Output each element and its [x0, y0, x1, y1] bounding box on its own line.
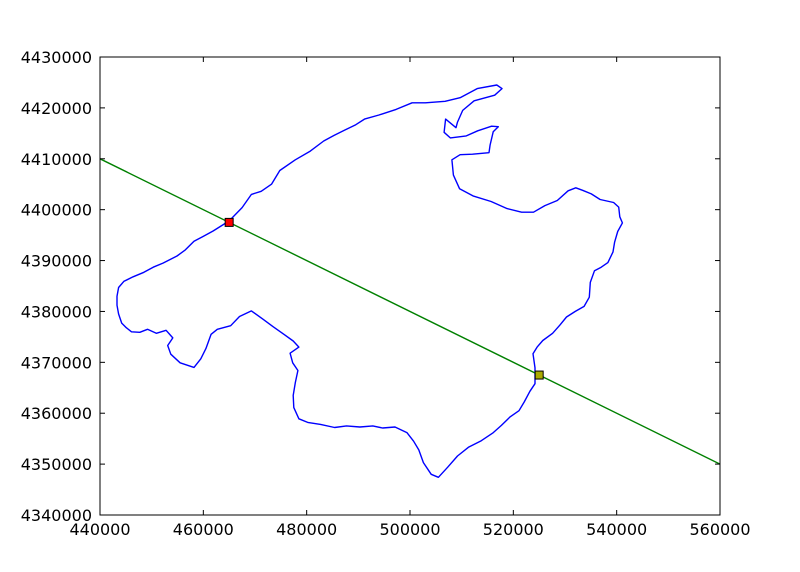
x-tick-label: 440000	[69, 520, 130, 539]
y-tick-label: 4410000	[21, 150, 92, 169]
axis-tick-labels: 440000 460000 480000 500000 520000 540000 5600…	[21, 48, 751, 539]
y-tick-label: 4390000	[21, 252, 92, 271]
intersection-marker-west	[224, 217, 234, 227]
x-tick-label: 540000	[586, 520, 647, 539]
y-tick-label: 4370000	[21, 353, 92, 372]
island-outline	[116, 84, 624, 478]
y-tick-label: 4430000	[21, 48, 92, 67]
y-tick-label: 4380000	[21, 302, 92, 321]
x-tick-label: 520000	[483, 520, 544, 539]
intersection-marker-east	[534, 370, 544, 380]
plot-series	[100, 84, 720, 478]
y-tick-label: 4340000	[21, 506, 92, 525]
x-tick-label: 460000	[173, 520, 234, 539]
transect-line	[100, 158, 720, 465]
y-tick-label: 4400000	[21, 201, 92, 220]
x-tick-label: 480000	[276, 520, 337, 539]
x-tick-label: 560000	[689, 520, 750, 539]
x-tick-label: 500000	[379, 520, 440, 539]
plot-content	[100, 84, 720, 478]
y-tick-label: 4360000	[21, 404, 92, 423]
axis-ticks	[99, 56, 721, 516]
y-tick-label: 4420000	[21, 99, 92, 118]
y-tick-label: 4350000	[21, 455, 92, 474]
